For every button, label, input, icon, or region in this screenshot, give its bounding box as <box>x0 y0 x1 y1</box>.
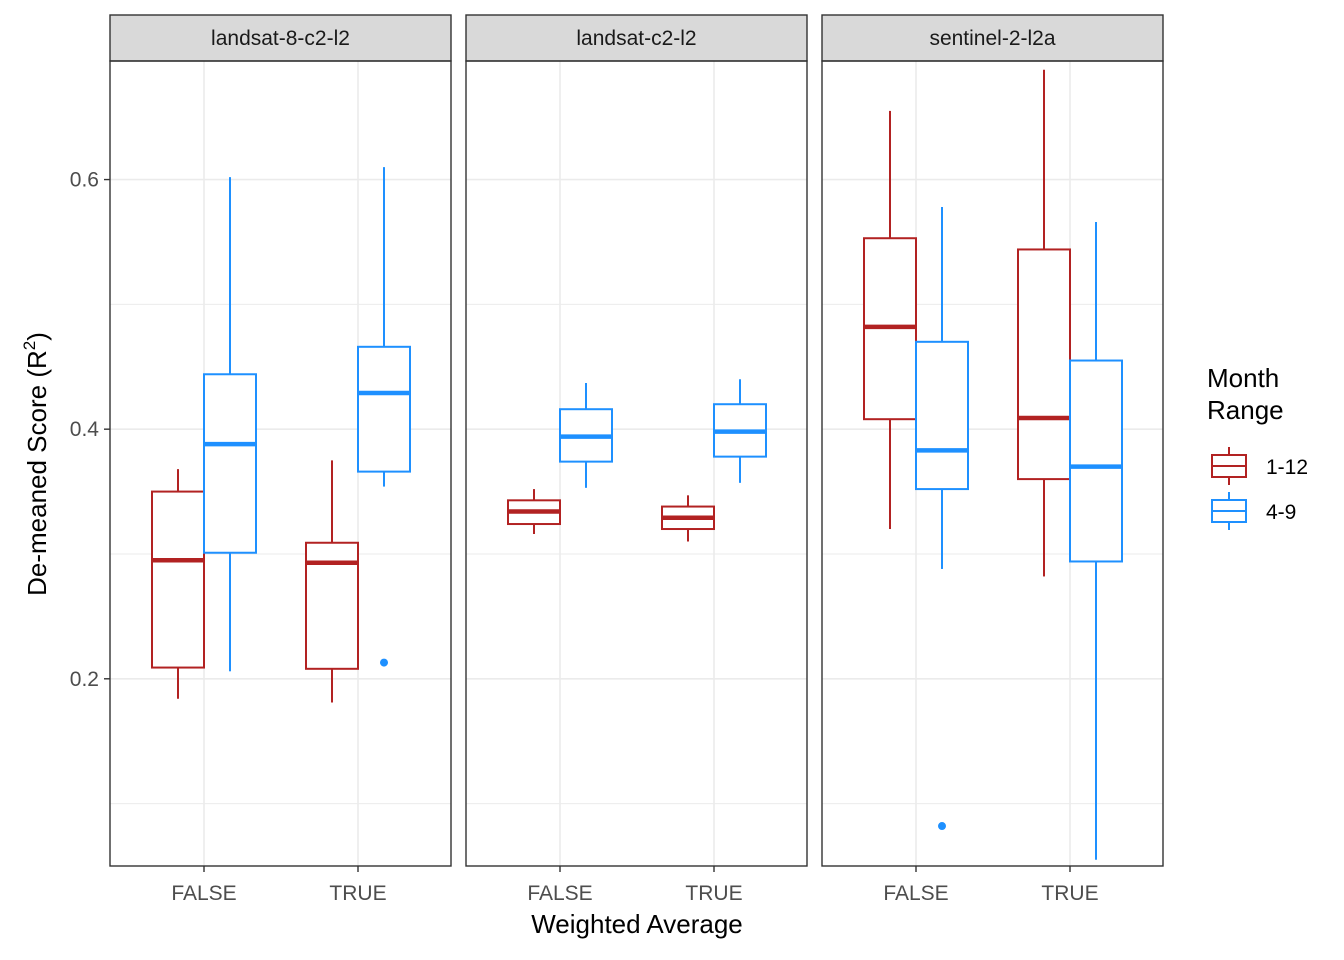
boxplot-1-12-false <box>507 489 561 535</box>
legend-label: 1-12 <box>1266 456 1308 479</box>
facet-strip-label: landsat-c2-l2 <box>576 27 696 50</box>
box-iqr <box>357 345 411 473</box>
panel-background <box>466 61 807 866</box>
box-iqr <box>203 373 257 554</box>
facet-panel: landsat-8-c2-l2 FALSE TRUE <box>109 14 452 905</box>
boxplot-4-9-true <box>357 167 411 667</box>
y-axis: 0.2 0.4 0.6 <box>70 169 110 691</box>
y-axis-title-main: De-meaned Score (R <box>22 350 52 596</box>
legend-key-4-9: 4-9 <box>1211 492 1296 530</box>
boxplot-1-12-false <box>863 110 917 530</box>
boxplot-1-12-true <box>661 495 715 542</box>
legend-key-1-12: 1-12 <box>1211 447 1308 485</box>
box-iqr <box>151 490 205 669</box>
legend-label: 4-9 <box>1266 501 1296 524</box>
facet-panel: sentinel-2-l2a FALSE TRUE <box>821 14 1164 905</box>
facet-strip <box>109 14 452 62</box>
box-iqr <box>915 340 969 491</box>
boxplot-4-9-false <box>559 383 613 488</box>
y-tick-label: 0.2 <box>70 668 99 691</box>
panels: landsat-8-c2-l2 FALSE TRUE landsat-c2-l2 FAL… <box>109 14 1164 905</box>
boxplot-4-9-true <box>713 379 767 483</box>
x-tick-label: FALSE <box>883 882 948 905</box>
facet-panel: landsat-c2-l2 FALSE TRUE <box>465 14 808 905</box>
y-tick-label: 0.4 <box>70 418 100 441</box>
x-tick-label: TRUE <box>1041 882 1098 905</box>
x-tick-label: FALSE <box>171 882 236 905</box>
box-iqr <box>1017 248 1071 481</box>
box-outlier-point <box>938 822 946 831</box>
facet-strip <box>821 14 1164 62</box>
x-axis-title: Weighted Average <box>531 909 743 939</box>
legend: Month Range 1-12 4-9 <box>1207 363 1308 530</box>
facet-strip-label: landsat-8-c2-l2 <box>211 27 350 50</box>
y-tick-label: 0.6 <box>70 169 99 192</box>
y-axis-title-close: ) <box>22 332 52 341</box>
y-axis-title-superscript: 2 <box>20 341 39 350</box>
panel-border <box>821 60 1164 867</box>
facet-strip <box>465 14 808 62</box>
x-tick-label: TRUE <box>685 882 742 905</box>
boxplot-1-12-true <box>1017 69 1071 577</box>
boxplot-4-9-false <box>915 207 969 831</box>
boxplot-1-12-false <box>151 469 205 699</box>
legend-keys: 1-12 4-9 <box>1211 447 1308 530</box>
y-axis-title: De-meaned Score (R2) <box>20 332 52 596</box>
boxplot-4-9-true <box>1069 222 1123 860</box>
box-iqr <box>1069 359 1123 563</box>
x-tick-label: FALSE <box>527 882 592 905</box>
legend-title-line1: Month <box>1207 363 1279 393</box>
x-tick-label: TRUE <box>329 882 386 905</box>
legend-title-line2: Range <box>1207 395 1284 425</box>
panel-border <box>109 60 452 867</box>
panel-border <box>465 60 808 867</box>
boxplot-1-12-true <box>305 460 359 703</box>
boxplot-4-9-false <box>203 177 257 672</box>
box-outlier-point <box>380 658 388 667</box>
facet-strip-label: sentinel-2-l2a <box>929 27 1055 50</box>
